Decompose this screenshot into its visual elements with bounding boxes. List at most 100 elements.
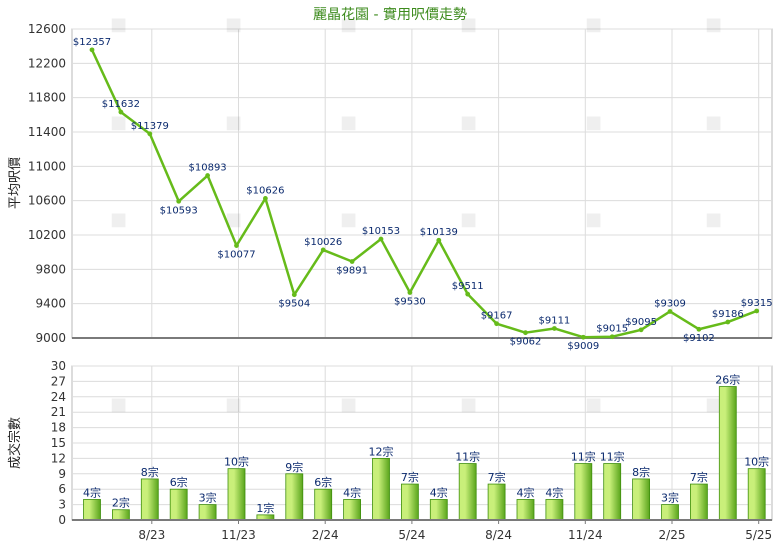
watermark-mark: ■	[705, 209, 722, 230]
price-point	[147, 131, 153, 137]
volume-data-label: 10宗	[224, 455, 249, 469]
volume-data-label: 2宗	[112, 496, 130, 510]
volume-bar	[516, 499, 535, 521]
volume-y-tick-label: 30	[51, 359, 66, 373]
price-data-label: $9062	[510, 337, 542, 348]
price-data-label: $9315	[741, 298, 773, 309]
price-data-label: $10139	[420, 227, 458, 238]
volume-data-label: 7宗	[488, 470, 506, 484]
volume-y-tick-label: 12	[51, 451, 66, 465]
price-y-tick-label: 11400	[28, 125, 66, 139]
x-tick-label: 5/24	[398, 528, 425, 542]
watermark-mark: ■	[110, 112, 127, 133]
price-point	[725, 319, 731, 325]
price-data-label: $9504	[278, 299, 310, 310]
price-point	[465, 291, 471, 297]
volume-bar	[112, 509, 130, 521]
price-y-tick-label: 9000	[35, 331, 66, 345]
volume-data-label: 4宗	[545, 485, 563, 499]
volume-data-label: 3宗	[661, 491, 679, 505]
price-point	[667, 309, 673, 314]
volume-y-tick-label: 6	[58, 482, 66, 496]
price-point	[436, 237, 442, 243]
volume-bar	[632, 478, 650, 521]
volume-data-label: 4宗	[517, 485, 535, 499]
watermark-mark: ■	[110, 394, 127, 415]
price-point	[407, 290, 413, 295]
price-series	[89, 47, 760, 340]
price-data-label: $10077	[217, 250, 255, 261]
volume-data-label: 26宗	[715, 373, 740, 387]
price-point	[580, 334, 586, 340]
volume-y-tick-label: 18	[51, 421, 66, 435]
price-point	[696, 326, 702, 332]
volume-y-axis-title: 成交宗數	[7, 417, 23, 469]
volume-bar	[372, 457, 390, 521]
x-tick-label: 2/24	[312, 528, 339, 542]
watermark-mark: ■	[110, 14, 127, 35]
volume-y-tick-label: 3	[58, 498, 66, 512]
volume-y-tick-label: 0	[58, 513, 66, 527]
price-point	[638, 327, 644, 333]
volume-bar	[429, 499, 448, 521]
volume-bar	[400, 483, 419, 521]
price-grid	[72, 28, 772, 339]
volume-data-label: 6宗	[170, 475, 188, 489]
volume-data-label: 9宗	[285, 460, 303, 474]
volume-data-label: 11宗	[600, 450, 625, 464]
price-point	[552, 326, 557, 331]
price-data-label: $9891	[336, 266, 368, 277]
watermark-mark: ■	[585, 112, 602, 133]
price-data-label: $9186	[712, 309, 744, 320]
watermark-mark: ■	[460, 394, 477, 415]
price-point	[176, 198, 182, 204]
price-point	[349, 259, 355, 264]
volume-bar	[314, 488, 333, 521]
volume-bar	[169, 488, 188, 521]
volume-bar	[718, 386, 737, 521]
volume-bar	[747, 468, 766, 521]
price-point	[494, 321, 499, 327]
watermark-mark: ■	[585, 394, 602, 415]
watermark-mark: ■	[460, 209, 477, 230]
watermark-mark: ■	[460, 112, 477, 133]
price-point	[609, 334, 615, 340]
volume-data-label: 6宗	[314, 475, 332, 489]
volume-data-label: 8宗	[632, 465, 650, 479]
volume-y-tick-label: 21	[51, 405, 66, 419]
volume-data-label: 10宗	[744, 455, 769, 469]
volume-data-label: 7宗	[401, 470, 419, 484]
x-tick-label: 8/23	[138, 528, 165, 542]
price-data-label: $11632	[102, 99, 140, 110]
volume-bar	[661, 504, 679, 521]
volume-bar	[690, 483, 708, 521]
price-point	[234, 243, 239, 248]
price-y-tick-label: 10200	[28, 228, 66, 242]
watermark-mark: ■	[110, 209, 127, 230]
price-watermark: ■■■■■■■■■■■■■■■■■■	[110, 14, 722, 230]
volume-bar	[574, 463, 593, 521]
price-data-label: $9009	[567, 341, 599, 352]
watermark-mark: ■	[340, 394, 357, 415]
volume-data-labels: 4宗 2宗 8宗 6宗 3宗 10宗 1宗 9宗 6宗 4宗 12宗 7宗 4宗 11宗 7宗 4宗 4宗 11宗…	[83, 373, 769, 515]
price-y-axis-title: 平均呎價	[8, 157, 23, 209]
x-tick-label: 2/25	[659, 528, 686, 542]
volume-data-label: 3宗	[199, 491, 217, 505]
price-y-tick-label: 12600	[28, 22, 66, 36]
price-data-label: $9095	[625, 317, 657, 328]
price-data-label: $9015	[596, 324, 628, 335]
watermark-mark: ■	[460, 14, 477, 35]
x-tick-label: 5/25	[745, 528, 772, 542]
volume-watermark: ■ ■ ■ ■ ■ ■	[110, 394, 722, 415]
watermark-mark: ■	[225, 14, 242, 35]
price-y-tick-label: 12200	[28, 56, 66, 70]
price-point	[523, 330, 528, 336]
price-data-label: $10026	[304, 237, 342, 248]
price-point	[320, 247, 326, 253]
price-point	[291, 292, 297, 298]
price-plot-area	[71, 28, 773, 339]
volume-bar	[227, 468, 246, 521]
price-data-label: $9167	[481, 311, 513, 322]
watermark-mark: ■	[705, 394, 722, 415]
